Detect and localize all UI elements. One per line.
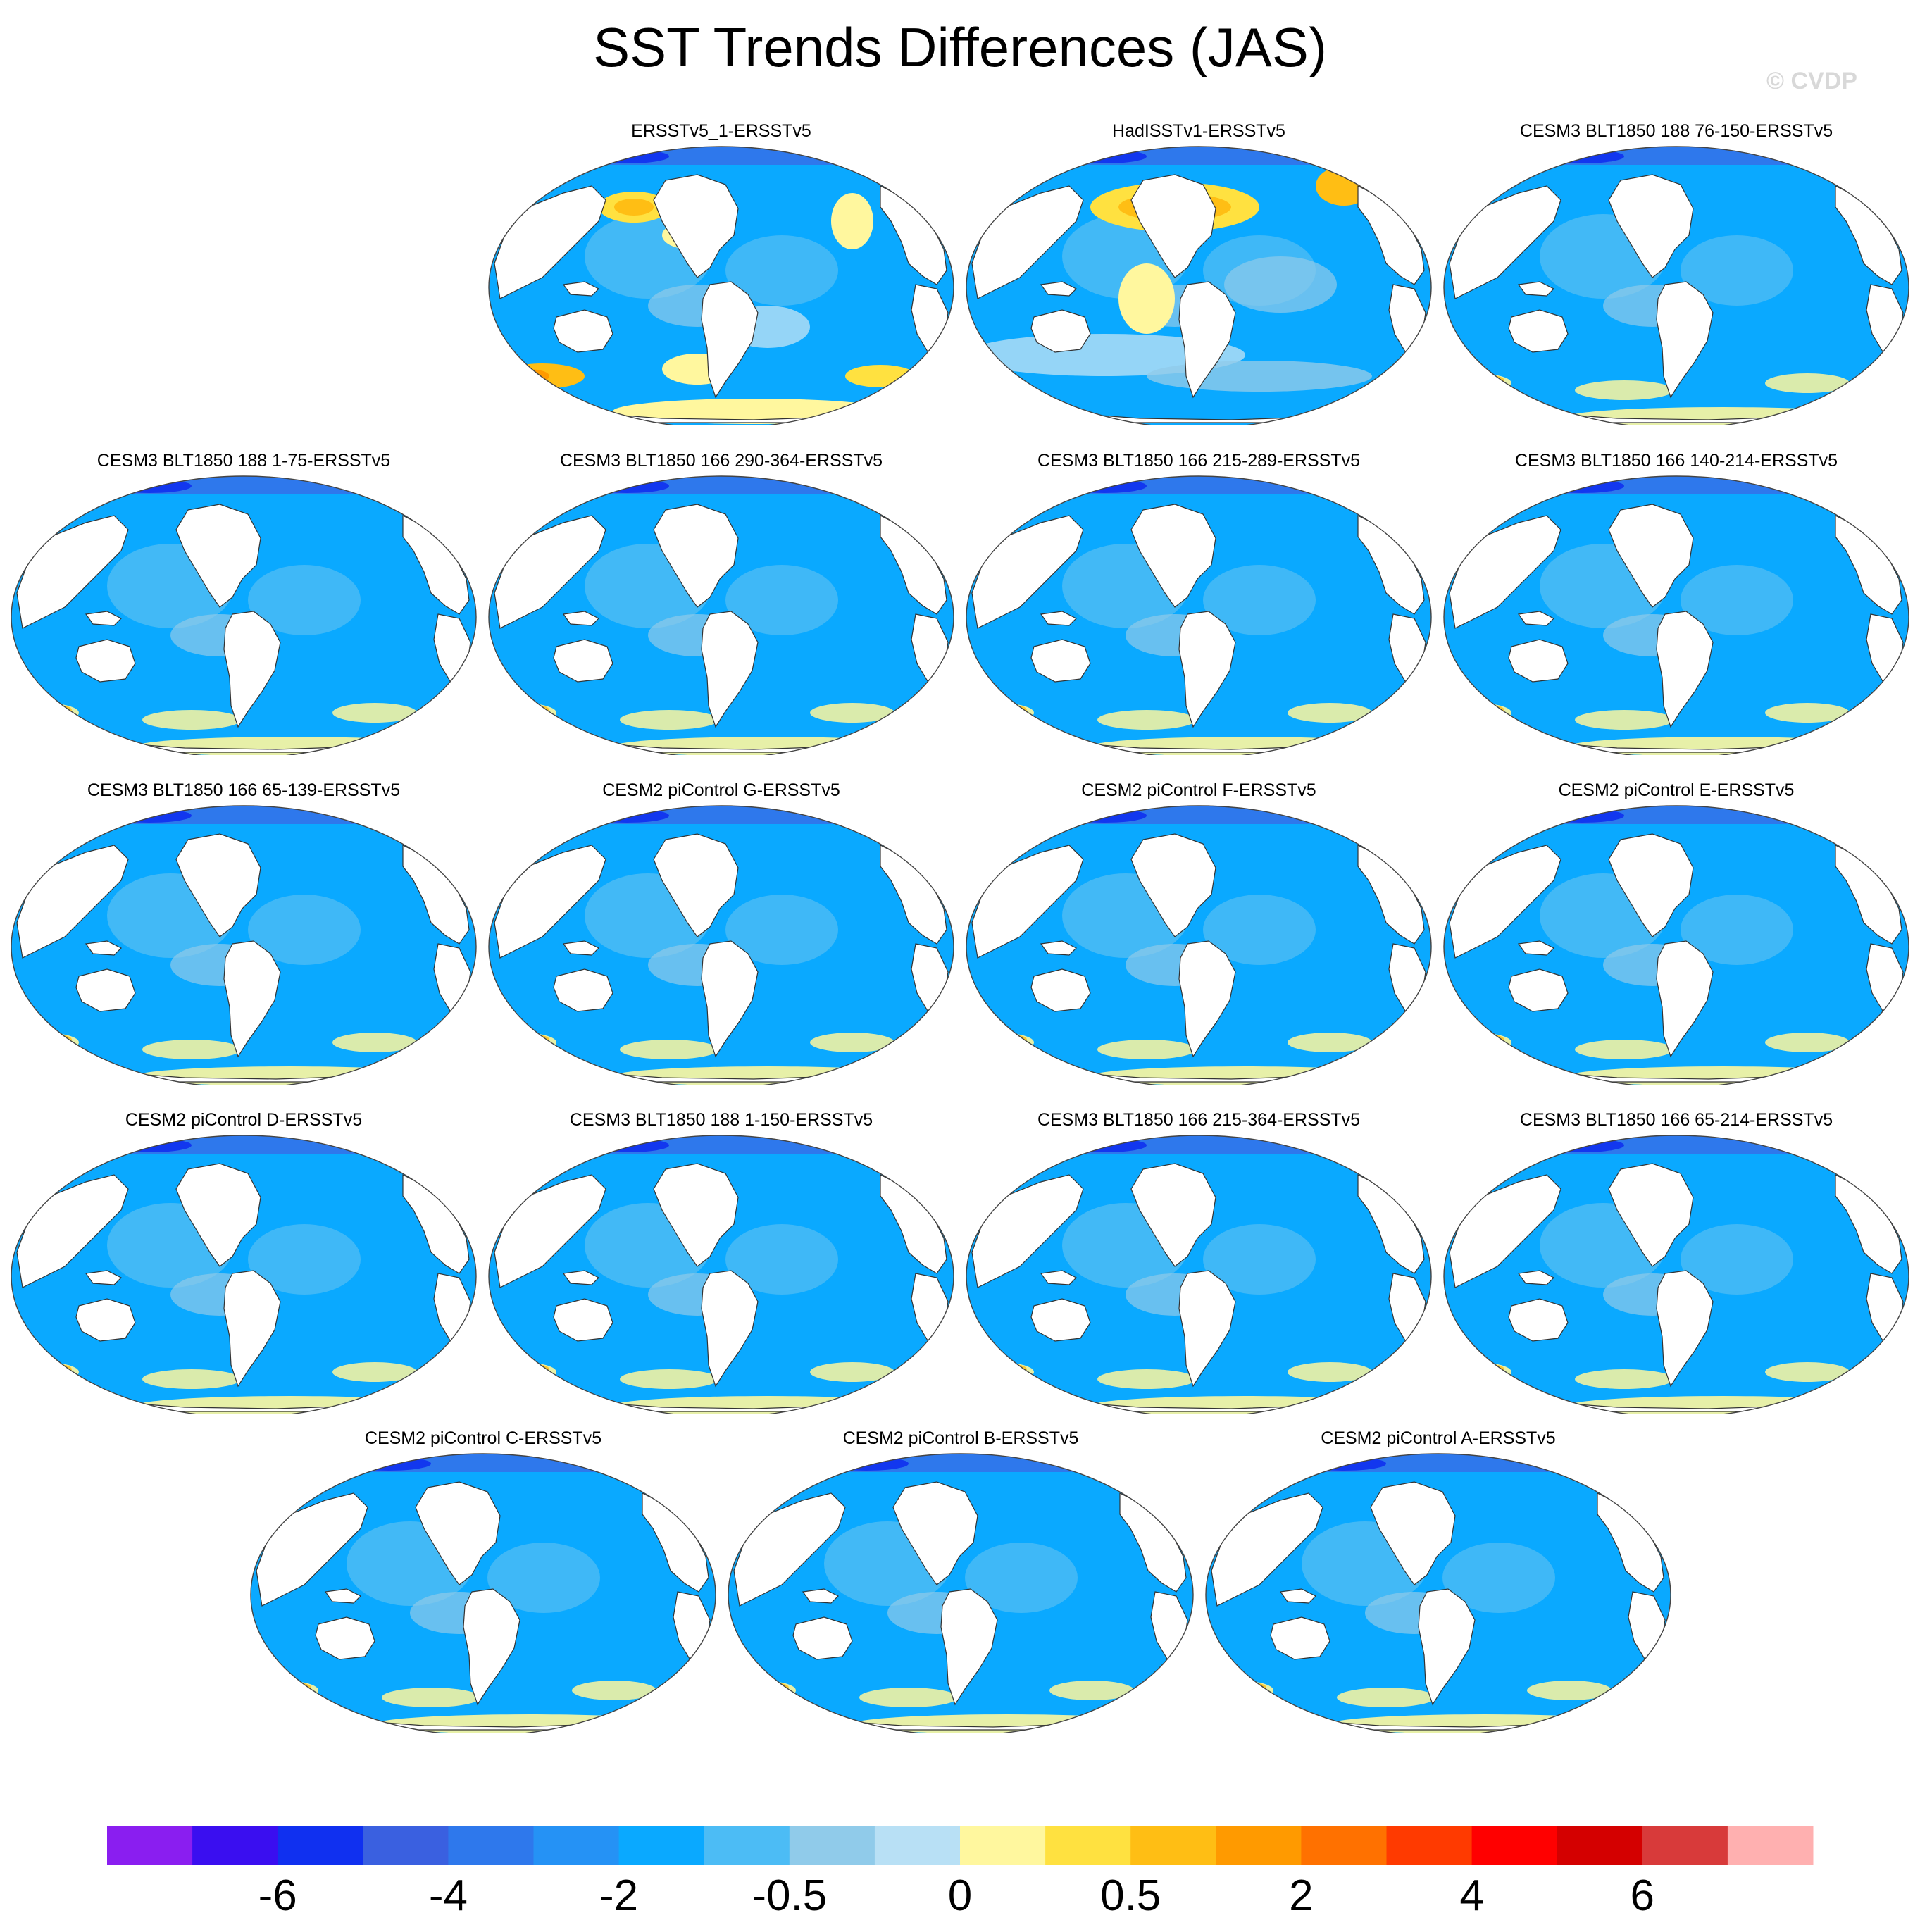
map-panel: CESM3 BLT1850 166 290-364-ERSSTv5 — [486, 451, 956, 755]
sst-map — [488, 1135, 954, 1414]
sst-map — [966, 1135, 1432, 1414]
map-panel: CESM3 BLT1850 188 76-150-ERSSTv5 — [1441, 121, 1912, 425]
map-panel: CESM2 piControl D-ERSSTv5 — [8, 1110, 479, 1414]
colorbar-tick-label: 4 — [1459, 1871, 1483, 1920]
map-panel: CESM3 BLT1850 188 1-150-ERSSTv5 — [486, 1110, 956, 1414]
colorbar-swatch — [278, 1826, 363, 1865]
sst-map — [488, 805, 954, 1085]
map-panel-title: CESM3 BLT1850 188 76-150-ERSSTv5 — [1519, 121, 1833, 141]
map-panel-title: CESM3 BLT1850 166 215-364-ERSSTv5 — [1037, 1110, 1361, 1130]
map-panel-title: CESM3 BLT1850 188 1-150-ERSSTv5 — [569, 1110, 873, 1130]
map-panel-title: ERSSTv5_1-ERSSTv5 — [631, 121, 811, 141]
cvdp-watermark: © CVDP — [1766, 68, 1857, 94]
colorbar-tick-label: 6 — [1631, 1871, 1654, 1920]
colorbar-swatch — [1045, 1826, 1131, 1865]
sst-map — [1443, 805, 1909, 1085]
map-panel: HadISSTv1-ERSSTv5 — [964, 121, 1434, 425]
colorbar-swatch — [1471, 1826, 1558, 1865]
colorbar-tick-label: 0 — [948, 1871, 972, 1920]
map-panel: CESM3 BLT1850 166 215-289-ERSSTv5 — [964, 451, 1434, 755]
colorbar-swatch — [618, 1826, 705, 1865]
map-panel-title: CESM2 piControl F-ERSSTv5 — [1081, 780, 1316, 800]
map-panel-title: CESM2 piControl D-ERSSTv5 — [125, 1110, 363, 1130]
colorbar-tick-label: 2 — [1289, 1871, 1313, 1920]
sst-map — [728, 1453, 1194, 1733]
colorbar-swatch — [192, 1826, 278, 1865]
map-panel-title: HadISSTv1-ERSSTv5 — [1112, 121, 1285, 141]
colorbar-swatch — [1727, 1826, 1814, 1865]
sst-map — [1443, 475, 1909, 755]
sst-map — [250, 1453, 716, 1733]
map-panel: CESM3 BLT1850 166 215-364-ERSSTv5 — [964, 1110, 1434, 1414]
colorbar-swatch — [1557, 1826, 1643, 1865]
sst-map — [966, 805, 1432, 1085]
sst-map — [966, 475, 1432, 755]
colorbar-tick-label: -0.5 — [752, 1871, 827, 1920]
colorbar-swatch — [789, 1826, 875, 1865]
colorbar-swatch — [1216, 1826, 1302, 1865]
colorbar-swatch — [1301, 1826, 1387, 1865]
sst-map — [1205, 1453, 1671, 1733]
colorbar-swatch — [533, 1826, 620, 1865]
map-panel-title: CESM3 BLT1850 166 290-364-ERSSTv5 — [559, 451, 883, 470]
colorbar-swatch — [1642, 1826, 1728, 1865]
colorbar-swatch — [960, 1826, 1046, 1865]
map-panel-title: CESM3 BLT1850 166 215-289-ERSSTv5 — [1037, 451, 1361, 470]
sst-map — [488, 146, 954, 425]
colorbar-swatch — [1130, 1826, 1216, 1865]
map-panel: CESM3 BLT1850 166 65-139-ERSSTv5 — [8, 780, 479, 1085]
sst-map — [11, 475, 477, 755]
colorbar-swatch — [874, 1826, 961, 1865]
map-panel: CESM2 piControl F-ERSSTv5 — [964, 780, 1434, 1085]
map-panel: ERSSTv5_1-ERSSTv5 — [486, 121, 956, 425]
map-panel: CESM2 piControl C-ERSSTv5 — [248, 1428, 718, 1733]
sst-map — [11, 1135, 477, 1414]
sst-map — [488, 475, 954, 755]
map-panel: CESM2 piControl G-ERSSTv5 — [486, 780, 956, 1085]
map-panel: CESM3 BLT1850 188 1-75-ERSSTv5 — [8, 451, 479, 755]
chart-title: SST Trends Differences (JAS) — [593, 16, 1327, 78]
sst-map — [1443, 146, 1909, 425]
map-panel: CESM3 BLT1850 166 140-214-ERSSTv5 — [1441, 451, 1912, 755]
colorbar-tick-label: -6 — [258, 1871, 297, 1920]
sst-map — [11, 805, 477, 1085]
map-panel-title: CESM3 BLT1850 166 65-214-ERSSTv5 — [1519, 1110, 1833, 1130]
map-panel-title: CESM2 piControl B-ERSSTv5 — [842, 1428, 1079, 1448]
map-panel-title: CESM2 piControl G-ERSSTv5 — [602, 780, 840, 800]
colorbar-swatch — [1386, 1826, 1473, 1865]
map-panel-title: CESM3 BLT1850 188 1-75-ERSSTv5 — [96, 451, 391, 470]
map-panel: CESM3 BLT1850 166 65-214-ERSSTv5 — [1441, 1110, 1912, 1414]
colorbar-tick-label: 0.5 — [1100, 1871, 1161, 1920]
map-panel: CESM2 piControl A-ERSSTv5 — [1203, 1428, 1673, 1733]
map-panel: CESM2 piControl E-ERSSTv5 — [1441, 780, 1912, 1085]
map-panel: CESM2 piControl B-ERSSTv5 — [725, 1428, 1196, 1733]
sst-map — [966, 146, 1432, 425]
map-panel-title: CESM3 BLT1850 166 65-139-ERSSTv5 — [87, 780, 401, 800]
colorbar-swatch — [363, 1826, 449, 1865]
map-panel-title: CESM2 piControl E-ERSSTv5 — [1558, 780, 1795, 800]
colorbar-swatch — [107, 1826, 193, 1865]
colorbar-tick-label: -2 — [599, 1871, 638, 1920]
colorbar-swatch — [704, 1826, 790, 1865]
colorbar-tick-label: -4 — [429, 1871, 468, 1920]
sst-map — [1443, 1135, 1909, 1414]
map-panel-title: CESM2 piControl C-ERSSTv5 — [364, 1428, 602, 1448]
colorbar-swatch — [448, 1826, 534, 1865]
map-panel-title: CESM2 piControl A-ERSSTv5 — [1321, 1428, 1556, 1448]
map-panel-title: CESM3 BLT1850 166 140-214-ERSSTv5 — [1514, 451, 1838, 470]
